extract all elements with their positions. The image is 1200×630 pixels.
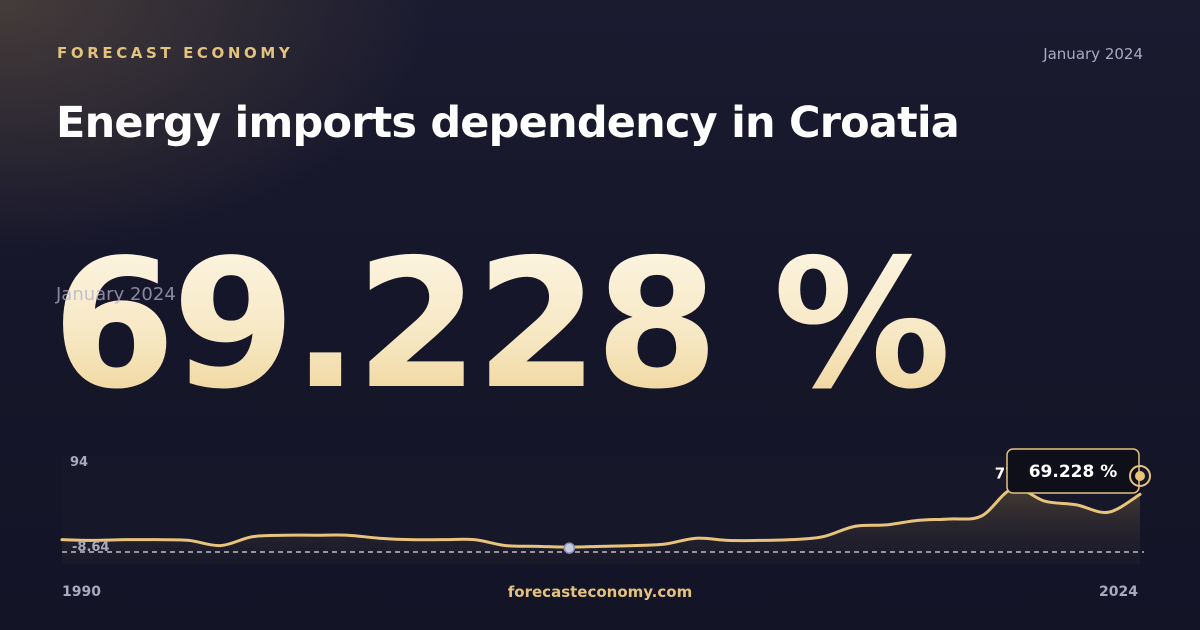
series-line: [60, 486, 1142, 549]
x-axis-end-label: 2024: [1099, 584, 1138, 600]
footer-site[interactable]: forecasteconomy.com: [507, 583, 693, 601]
last-value-box: [1006, 448, 1140, 494]
x-axis-start-label: 1990: [62, 584, 101, 600]
ymax-label: 94: [70, 455, 88, 470]
brand-name: FORECAST ECONOMY: [57, 44, 294, 62]
last-point: [1135, 471, 1145, 481]
ymin-label: -8.64: [72, 540, 109, 555]
headline-value: 69.228 %: [52, 221, 951, 428]
min-point: [563, 542, 576, 554]
last-value-label: 69.228 %: [1029, 462, 1118, 482]
area-fill: [62, 488, 1140, 564]
value-date-label: January 2024: [56, 284, 176, 305]
area-chart: 94 -8.64 77 69.228 %: [60, 448, 1151, 564]
date-label: January 2024: [1043, 45, 1143, 63]
last-point-ring: [1129, 465, 1151, 487]
last-value-callout: 69.228 %: [1006, 448, 1151, 494]
page-title: Energy imports dependency in Croatia: [56, 98, 960, 148]
